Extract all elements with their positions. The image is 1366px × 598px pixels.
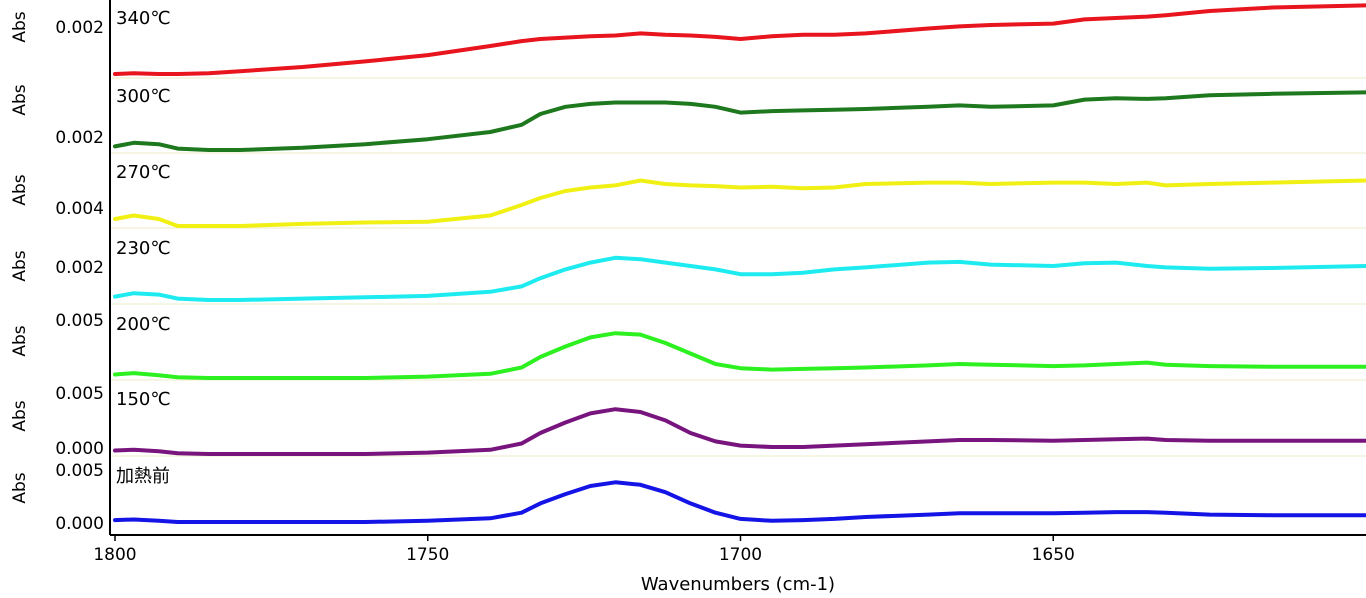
y-tick-label: 0.000 [55,439,104,459]
panel-7: 加熱前 0.005 0.000 Abs [10,461,1366,534]
y-tick-label: 0.002 [55,128,104,148]
panel-3: 270℃ 0.004 Abs [10,162,1366,229]
series-label-6: 150℃ [116,389,171,410]
panel-5: 200℃ 0.005 Abs [10,311,1366,381]
y-tick-label: 0.002 [55,258,104,278]
y-axis-label: Abs [10,472,30,503]
series-line-7 [113,480,1366,524]
x-ticks: 1800 1750 1700 1650 [93,535,1075,565]
series-line-5 [113,331,1366,380]
series-label-7: 加熱前 [116,466,170,487]
panel-6: 150℃ 0.005 0.000 Abs [10,384,1366,459]
panels: 340℃0.002Abs300℃0.002Abs270℃0.004Abs230℃… [10,3,1366,534]
y-axis-label: Abs [10,174,30,205]
y-axis-label: Abs [10,250,30,281]
y-tick-label: 0.005 [55,461,104,481]
series-line-2 [113,90,1366,152]
x-tick-label: 1700 [719,545,762,565]
x-tick-label: 1800 [93,545,136,565]
series-line-6 [113,407,1366,456]
y-axis-label: Abs [10,84,30,115]
x-tick-label: 1750 [406,545,449,565]
series-label-3: 270℃ [116,162,171,183]
y-tick-label: 0.004 [55,199,104,219]
series-label-2: 300℃ [116,86,171,107]
panel-1: 340℃ 0.002 Abs [10,3,1366,79]
y-axis-label: Abs [10,400,30,431]
y-tick-label: 0.000 [55,514,104,534]
y-tick-label: 0.002 [55,18,104,38]
series-label-1: 340℃ [116,8,171,29]
panel-2: 300℃ 0.002 Abs [10,84,1366,154]
series-line-1 [113,3,1366,76]
y-tick-label: 0.005 [55,384,104,404]
y-tick-label: 0.005 [55,311,104,331]
x-tick-label: 1650 [1032,545,1075,565]
panel-4: 230℃ 0.002 Abs [10,238,1366,305]
series-line-3 [113,178,1366,228]
x-axis-title: Wavenumbers (cm-1) [641,574,835,595]
y-axis-label: Abs [10,11,30,42]
y-axis-label: Abs [10,325,30,356]
series-label-5: 200℃ [116,314,171,335]
series-label-4: 230℃ [116,238,171,259]
series-line-4 [113,255,1366,302]
